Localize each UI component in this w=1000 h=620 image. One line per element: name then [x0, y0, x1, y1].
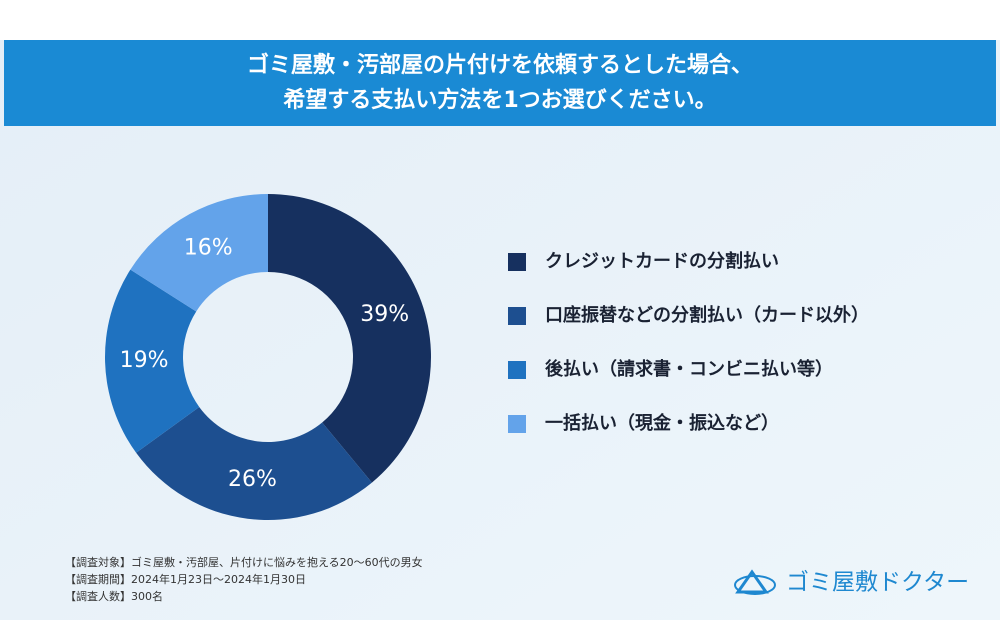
value-label: 19% — [120, 348, 169, 373]
logo: ゴミ屋敷ドクター — [734, 569, 969, 596]
value-label: 16% — [184, 235, 233, 260]
legend-swatch — [508, 307, 526, 325]
value-label: 26% — [228, 467, 277, 492]
title-line: 希望する支払い方法を1つお選びください。 — [283, 87, 716, 113]
value-label: 39% — [360, 302, 409, 327]
legend-swatch — [508, 253, 526, 271]
legend-swatch — [508, 361, 526, 379]
donut-slice — [105, 269, 200, 453]
legend-label: 後払い（請求書・コンビニ払い等） — [545, 358, 833, 380]
note: 【調査期間】2024年1月23日〜2024年1月30日 — [65, 572, 306, 586]
title-line: ゴミ屋敷・汚部屋の片付けを依頼するとした場合、 — [247, 52, 753, 78]
donut-slice — [268, 194, 431, 483]
legend-label: クレジットカードの分割払い — [545, 250, 779, 272]
note: 【調査人数】300名 — [65, 589, 163, 603]
legend-label: 口座振替などの分割払い（カード以外） — [545, 304, 869, 326]
logo-text: ゴミ屋敷ドクター — [786, 570, 969, 596]
logo-icon — [734, 575, 776, 595]
logo-icon — [735, 569, 769, 594]
donut-slice — [130, 194, 268, 312]
top-margin — [0, 0, 1000, 40]
donut-slice — [136, 406, 372, 520]
header-band — [4, 40, 996, 126]
note: 【調査対象】ゴミ屋敷・汚部屋、片付けに悩みを抱える20〜60代の男女 — [65, 555, 423, 569]
legend-swatch — [508, 415, 526, 433]
legend-label: 一括払い（現金・振込など） — [545, 412, 779, 434]
